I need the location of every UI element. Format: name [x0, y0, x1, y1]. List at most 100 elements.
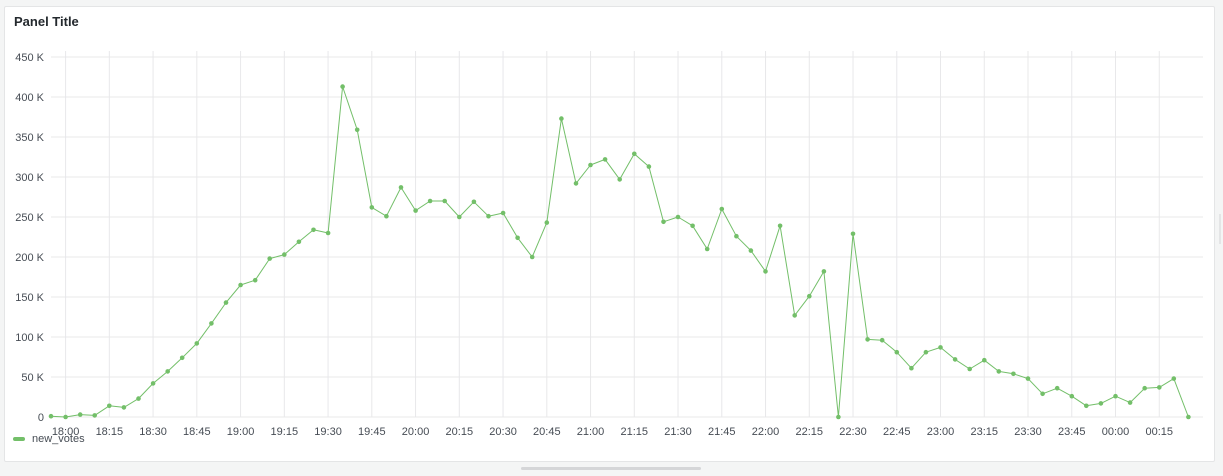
scroll-bar[interactable] — [521, 467, 701, 470]
legend-swatch-new-votes — [13, 437, 25, 441]
data-point[interactable] — [792, 313, 797, 318]
data-point[interactable] — [821, 269, 827, 274]
data-point[interactable] — [1127, 400, 1133, 405]
data-point[interactable] — [646, 164, 652, 169]
data-point[interactable] — [1157, 385, 1162, 390]
data-point[interactable] — [938, 345, 943, 350]
data-point[interactable] — [296, 239, 302, 245]
data-point[interactable] — [1142, 385, 1147, 391]
data-point[interactable] — [1084, 403, 1089, 409]
data-point[interactable] — [92, 413, 97, 418]
x-tick-label: 23:30 — [1014, 426, 1042, 438]
data-point[interactable] — [602, 157, 608, 162]
data-point[interactable] — [617, 177, 622, 182]
x-tick-label: 22:45 — [883, 426, 911, 438]
series-line-new-votes[interactable] — [50, 86, 1189, 418]
data-point[interactable] — [121, 405, 127, 410]
data-point[interactable] — [1098, 401, 1104, 406]
data-point[interactable] — [559, 116, 564, 121]
x-tick-label: 00:15 — [1145, 426, 1173, 438]
x-tick-label: 19:00 — [227, 426, 255, 438]
series-new-votes[interactable] — [48, 84, 1191, 420]
data-point[interactable] — [704, 246, 710, 252]
data-point[interactable] — [413, 208, 418, 213]
data-point[interactable] — [529, 254, 535, 260]
legend[interactable]: new_votes — [13, 433, 85, 445]
data-point[interactable] — [384, 213, 389, 219]
data-point[interactable] — [238, 282, 243, 288]
data-point[interactable] — [675, 214, 681, 220]
resize-handle[interactable] — [1219, 214, 1221, 244]
data-point[interactable] — [1069, 393, 1075, 399]
data-point[interactable] — [179, 355, 185, 361]
data-point[interactable] — [136, 396, 141, 401]
data-point[interactable] — [340, 84, 345, 89]
data-point[interactable] — [515, 235, 520, 241]
data-point[interactable] — [150, 381, 156, 386]
data-point[interactable] — [982, 357, 987, 363]
data-point[interactable] — [442, 198, 448, 204]
data-point[interactable] — [471, 199, 477, 205]
data-point[interactable] — [894, 349, 900, 355]
data-point[interactable] — [544, 220, 550, 225]
x-tick-label: 21:30 — [664, 426, 692, 438]
data-point[interactable] — [1186, 414, 1191, 420]
x-tick-label: 20:00 — [402, 426, 430, 438]
data-point[interactable] — [63, 414, 68, 420]
data-point[interactable] — [369, 205, 375, 210]
data-point[interactable] — [734, 233, 739, 239]
data-point[interactable] — [763, 269, 768, 274]
data-point[interactable] — [48, 413, 54, 419]
data-point[interactable] — [879, 337, 885, 343]
data-point[interactable] — [661, 219, 666, 225]
data-point[interactable] — [325, 230, 331, 236]
data-point[interactable] — [165, 369, 170, 374]
data-point[interactable] — [923, 349, 929, 355]
data-point[interactable] — [1025, 376, 1031, 381]
data-point[interactable] — [194, 341, 200, 346]
data-point[interactable] — [836, 414, 841, 420]
data-point[interactable] — [1113, 393, 1118, 399]
x-tick-label: 18:00 — [52, 426, 80, 438]
data-point[interactable] — [807, 293, 812, 299]
y-tick-label: 350 K — [15, 132, 44, 144]
data-point[interactable] — [354, 127, 360, 133]
data-point[interactable] — [398, 185, 404, 190]
data-point[interactable] — [311, 227, 316, 233]
x-tick-label: 23:15 — [971, 426, 999, 438]
data-point[interactable] — [223, 300, 229, 305]
data-point[interactable] — [500, 210, 506, 216]
data-point[interactable] — [573, 181, 579, 186]
data-point[interactable] — [850, 231, 856, 237]
data-point[interactable] — [1054, 385, 1060, 391]
x-tick-label: 22:00 — [752, 426, 780, 438]
data-point[interactable] — [267, 256, 273, 261]
data-point[interactable] — [952, 357, 958, 362]
data-point[interactable] — [967, 366, 972, 372]
data-point[interactable] — [777, 223, 783, 229]
data-point[interactable] — [719, 206, 725, 212]
legend-label-new-votes[interactable]: new_votes — [32, 433, 85, 445]
data-point[interactable] — [252, 277, 258, 283]
data-point[interactable] — [77, 412, 83, 417]
data-point[interactable] — [996, 369, 1002, 374]
data-point[interactable] — [865, 337, 870, 342]
data-point[interactable] — [1011, 371, 1016, 377]
data-point[interactable] — [632, 151, 637, 157]
data-point[interactable] — [1040, 391, 1045, 397]
data-point[interactable] — [427, 198, 433, 204]
x-tick-label: 18:15 — [96, 426, 124, 438]
y-tick-label: 100 K — [15, 332, 44, 344]
data-point[interactable] — [486, 213, 491, 219]
x-axis: 18:00 18:15 18:30 18:45 19:00 19:15 19:30 19:45… — [52, 426, 1173, 438]
data-point[interactable] — [209, 321, 214, 326]
data-point[interactable] — [909, 365, 914, 371]
data-point[interactable] — [282, 252, 287, 257]
data-point[interactable] — [690, 223, 695, 229]
data-point[interactable] — [588, 162, 593, 168]
data-point[interactable] — [457, 214, 462, 220]
panel-title[interactable]: Panel Title — [14, 14, 79, 29]
data-point[interactable] — [107, 403, 112, 409]
data-point[interactable] — [748, 248, 754, 253]
data-point[interactable] — [1171, 376, 1177, 381]
